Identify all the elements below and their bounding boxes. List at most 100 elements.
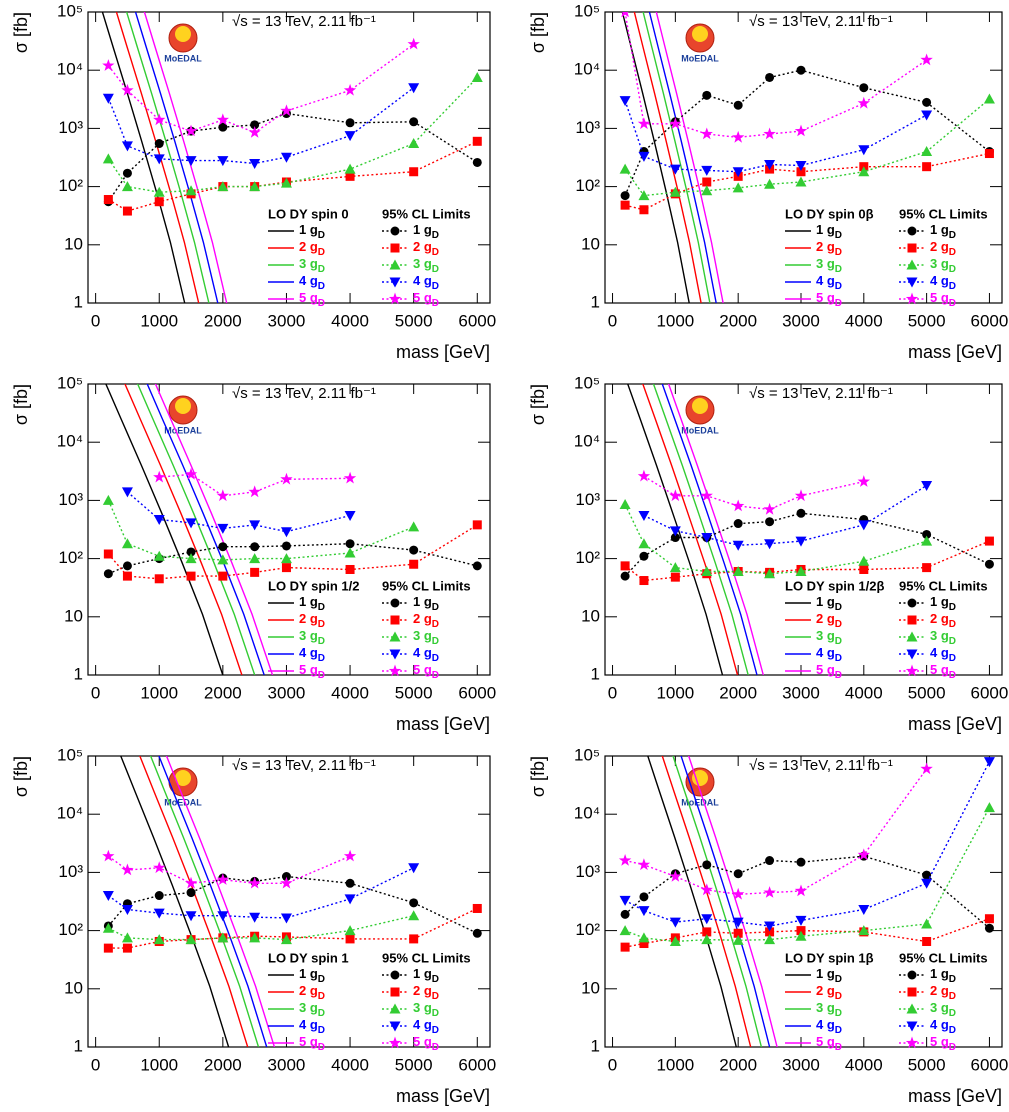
marker (153, 550, 165, 561)
limit-line (624, 98, 990, 197)
marker (764, 921, 776, 932)
marker (669, 164, 681, 175)
x-tick-label: 4000 (845, 311, 883, 330)
marker (618, 854, 632, 866)
legend-label: 4 gD (413, 273, 439, 291)
marker (732, 540, 744, 551)
marker (669, 186, 681, 197)
legend-title: 95% CL Limits (899, 206, 988, 221)
marker (345, 878, 355, 888)
y-tick-label: 10³ (575, 862, 600, 881)
marker (280, 472, 293, 485)
marker (185, 553, 197, 564)
legend-label: 5 gD (816, 290, 842, 308)
marker (409, 117, 419, 127)
marker (921, 146, 933, 157)
y-tick-label: 10² (575, 548, 600, 567)
limit-line (624, 69, 990, 196)
x-tick-label: 2000 (719, 1055, 757, 1074)
y-tick-label: 10⁵ (574, 1, 600, 20)
x-axis-label: mass [GeV] (396, 342, 490, 362)
marker (217, 554, 229, 565)
marker (619, 96, 631, 107)
marker (638, 932, 650, 943)
legend-title: 95% CL Limits (382, 578, 471, 593)
limit-line (624, 512, 990, 577)
marker (905, 292, 919, 305)
marker (280, 913, 292, 924)
marker (764, 159, 776, 170)
legend-label: 2 gD (930, 611, 956, 629)
marker (344, 163, 356, 174)
marker (472, 136, 482, 146)
marker (702, 860, 712, 870)
marker (921, 110, 933, 121)
y-tick-label: 10³ (575, 490, 600, 509)
marker (153, 514, 165, 525)
x-tick-label: 4000 (845, 1055, 883, 1074)
theory-line (648, 12, 717, 303)
x-tick-label: 5000 (908, 1055, 946, 1074)
y-tick-label: 1 (74, 664, 83, 683)
marker (795, 161, 807, 172)
marker (281, 872, 291, 882)
marker (102, 93, 114, 104)
marker (907, 987, 917, 997)
x-tick-label: 6000 (971, 311, 1009, 330)
marker (248, 126, 261, 138)
marker (922, 563, 932, 573)
theory-line (661, 384, 758, 675)
marker (409, 167, 419, 177)
marker (250, 120, 260, 130)
marker (409, 934, 419, 944)
legend-label: 3 gD (413, 256, 439, 274)
y-tick-label: 1 (74, 292, 83, 311)
marker (906, 649, 918, 660)
limit-line (108, 907, 478, 949)
logo-icon (692, 770, 708, 786)
marker (733, 100, 743, 110)
y-tick-label: 10² (58, 548, 83, 567)
marker (765, 856, 775, 866)
marker (905, 664, 919, 677)
y-tick-label: 10⁴ (574, 60, 600, 79)
legend-label: 5 gD (930, 662, 956, 680)
marker (184, 876, 198, 889)
legend-label: 3 gD (816, 1000, 842, 1018)
legend-label: 3 gD (930, 628, 956, 646)
marker (732, 167, 744, 178)
legend-label: 5 gD (413, 290, 439, 308)
marker (763, 502, 776, 515)
limit-line (624, 12, 927, 139)
marker (102, 153, 114, 164)
marker (765, 927, 775, 937)
marker (638, 906, 650, 917)
marker (185, 185, 197, 196)
marker (858, 145, 870, 156)
marker (122, 571, 132, 581)
theory-line (136, 384, 256, 675)
marker (249, 932, 261, 943)
legend-label: 4 gD (299, 273, 325, 291)
y-tick-label: 10³ (58, 862, 83, 881)
marker (700, 883, 713, 896)
legend-title: 95% CL Limits (382, 206, 471, 221)
marker (639, 205, 649, 215)
annotation: √s = 13 TeV, 2.11 fb⁻¹ (232, 13, 376, 30)
marker (701, 165, 713, 176)
marker (102, 59, 115, 71)
marker (103, 195, 113, 205)
marker (102, 922, 114, 933)
marker (153, 154, 165, 165)
marker (249, 181, 261, 192)
marker (408, 83, 420, 94)
marker (669, 870, 682, 882)
legend-label: 4 gD (816, 645, 842, 663)
plot-area (619, 384, 994, 675)
legend-title: LO DY spin 1β (785, 950, 874, 965)
marker (154, 891, 164, 901)
marker (858, 905, 870, 916)
marker (858, 925, 870, 936)
y-tick-label: 10 (581, 606, 600, 625)
